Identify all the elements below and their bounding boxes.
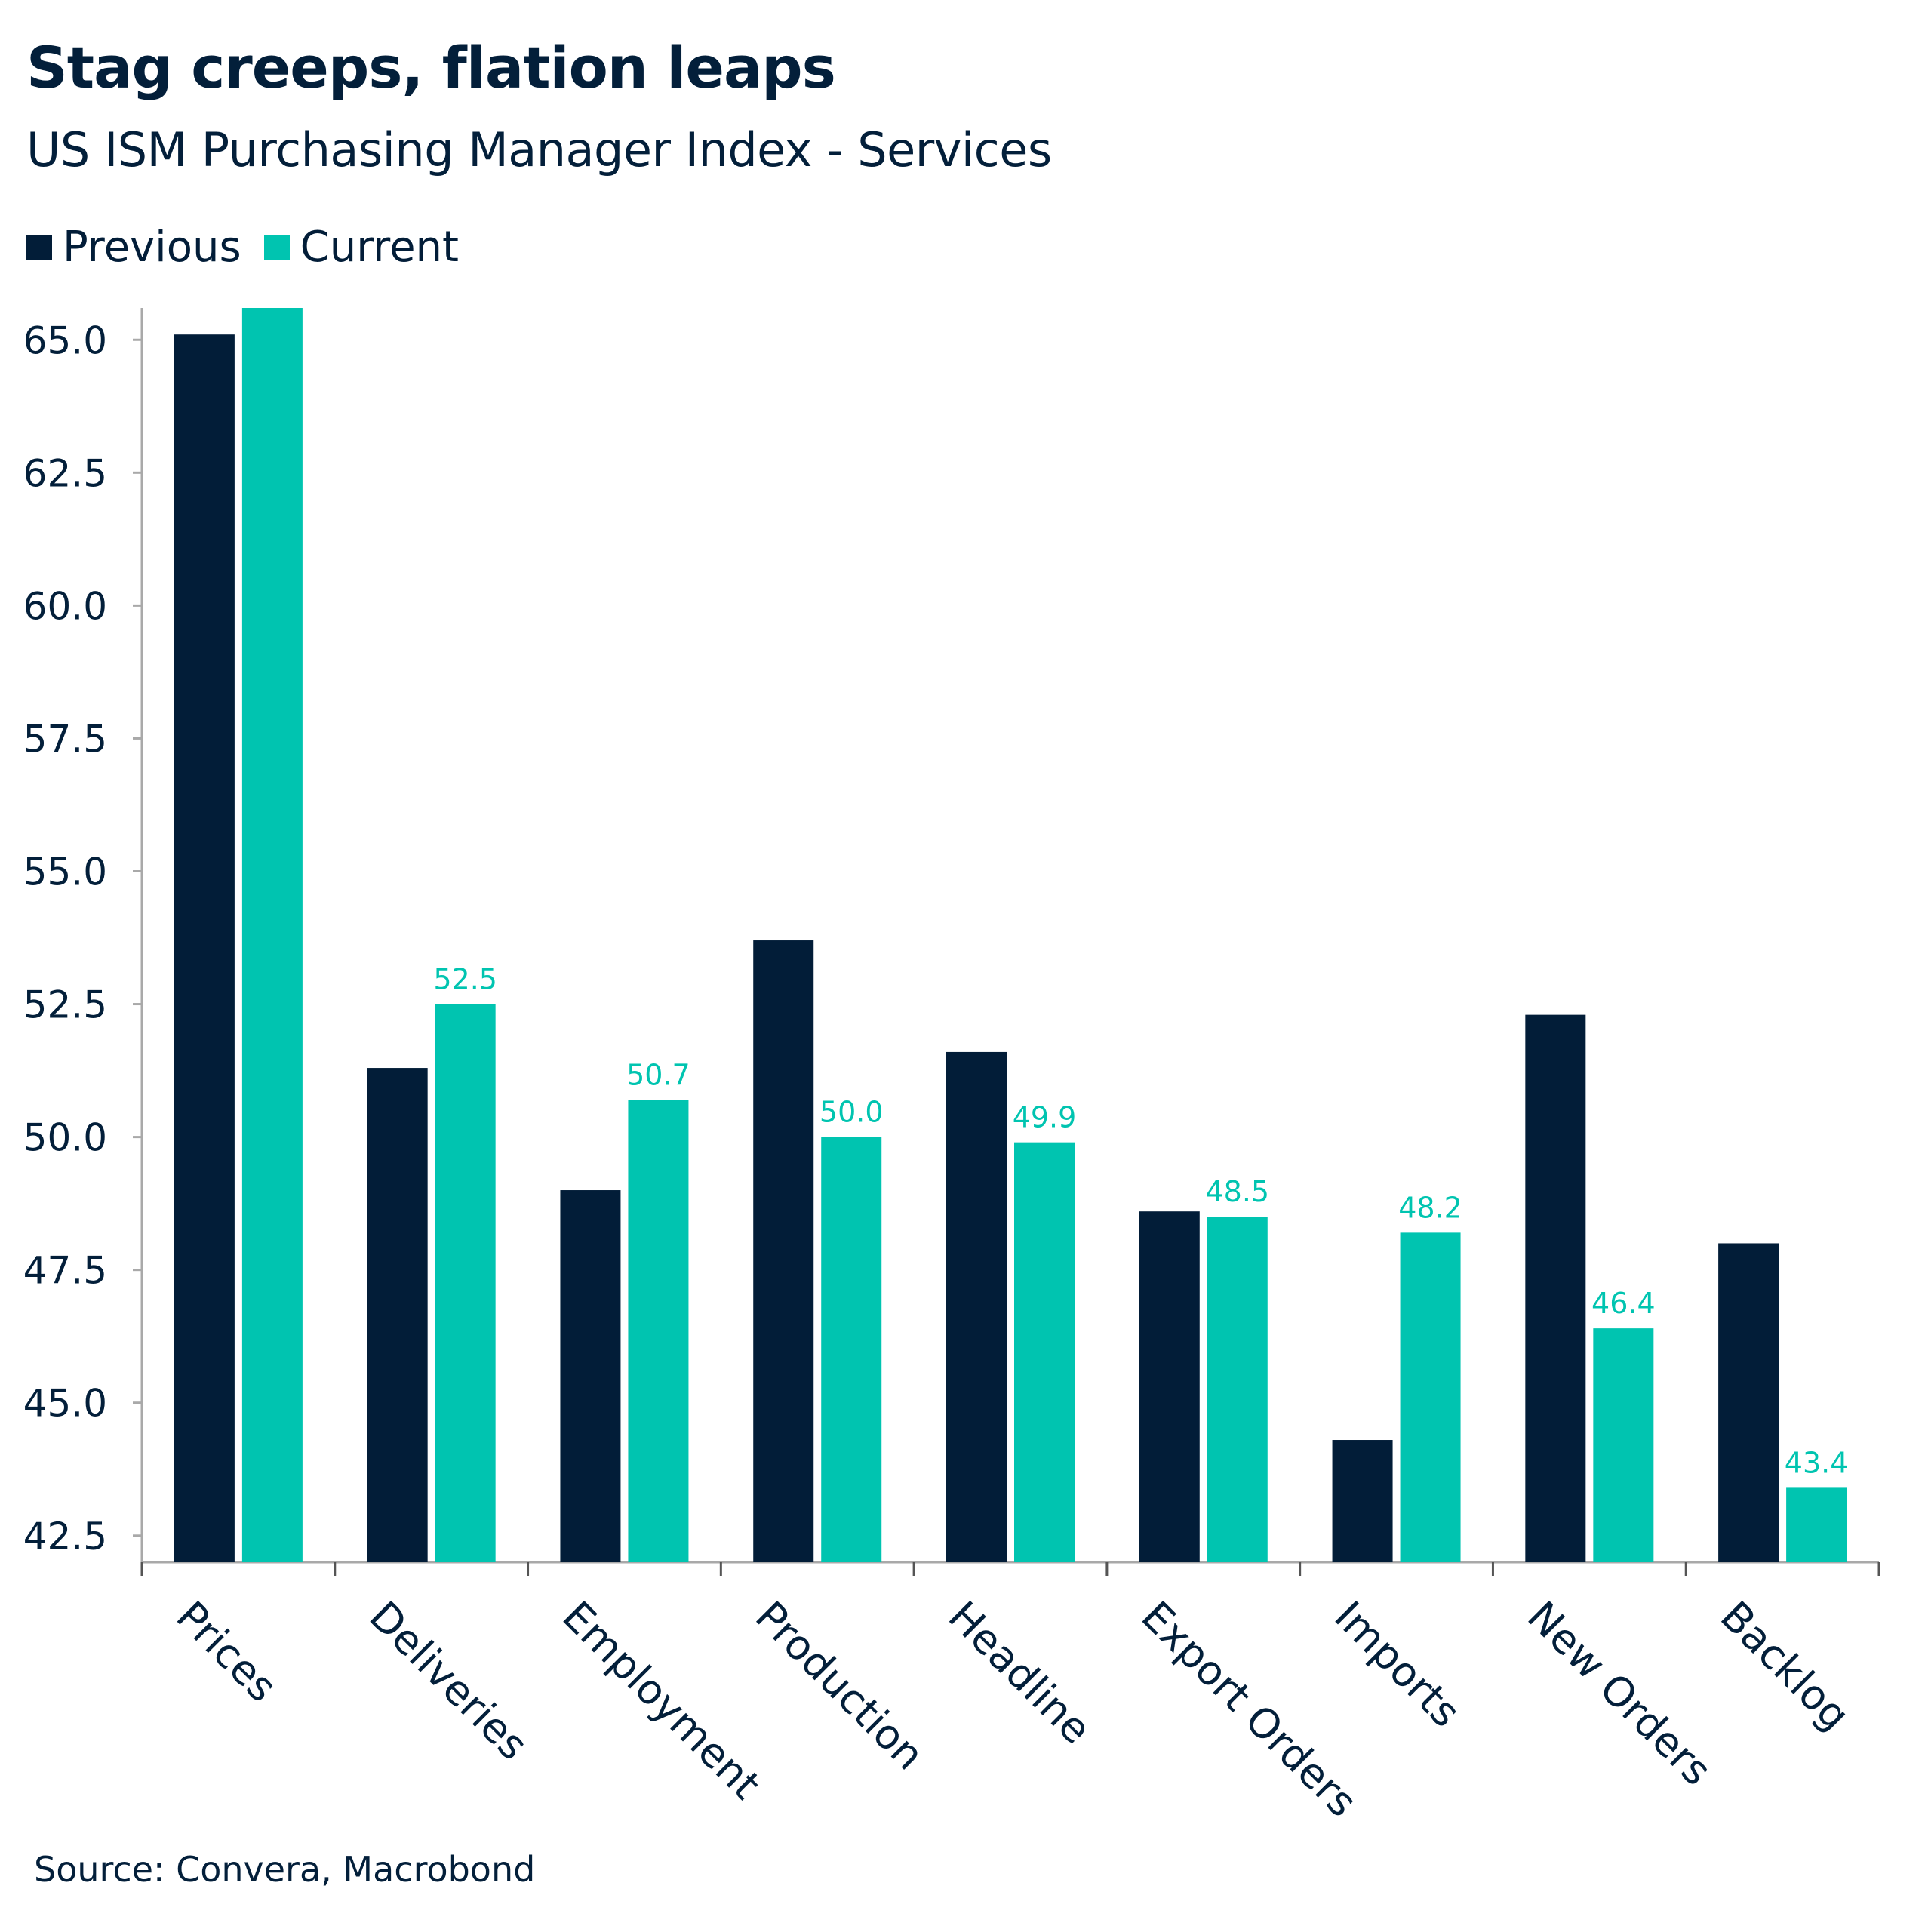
legend-swatch-previous [26, 234, 52, 260]
bar-current-prices [241, 308, 303, 1562]
bar-current-production [821, 1137, 882, 1562]
y-tick-label: 65.0 [23, 318, 107, 362]
bar-previous-new-orders [1525, 1014, 1586, 1562]
bar-current-employment [628, 1100, 689, 1562]
data-label-current: 50.0 [819, 1096, 884, 1129]
y-tick-label: 42.5 [23, 1515, 107, 1558]
data-label-current: 52.5 [433, 963, 497, 996]
x-category-label: Employment [553, 1592, 770, 1809]
data-labels: 52.5 50.7 50.0 49.9 48.5 48.2 46.4 43.4 [433, 963, 1848, 1480]
source-note: Source: Convera, Macrobond [34, 1849, 536, 1890]
y-tick-label: 52.5 [23, 983, 107, 1027]
legend-item-current: Current [263, 223, 459, 272]
legend-swatch-current [263, 234, 290, 260]
legend-label-previous: Previous [63, 223, 241, 272]
bar-previous-prices [174, 334, 235, 1562]
chart-subtitle: US ISM Purchasing Manager Index - Servic… [26, 122, 1052, 177]
y-tick-label: 47.5 [23, 1249, 107, 1293]
chart-title: Stag creeps, flation leaps [26, 34, 836, 101]
bar-current-headline [1014, 1142, 1075, 1562]
bar-previous-employment [560, 1190, 621, 1562]
x-category-label: Backlog [1711, 1592, 1859, 1740]
bar-previous-backlog [1718, 1243, 1779, 1562]
bar-current-export-orders [1207, 1217, 1268, 1562]
y-axis: 42.5 45.0 47.5 50.0 52.5 55.0 57.5 60.0 62.5 65.0 [23, 308, 143, 1562]
bar-current-new-orders [1593, 1328, 1654, 1562]
data-label-current: 48.2 [1398, 1191, 1462, 1224]
bars [174, 308, 1847, 1562]
bar-current-imports [1400, 1232, 1461, 1562]
chart-legend: Previous Current [26, 223, 481, 272]
y-tick-label: 45.0 [23, 1382, 107, 1426]
data-label-current: 48.5 [1205, 1175, 1269, 1208]
y-tick-label: 50.0 [23, 1116, 107, 1160]
legend-label-current: Current [300, 223, 459, 272]
bar-previous-deliveries [367, 1068, 428, 1562]
y-tick-label: 62.5 [23, 451, 107, 495]
y-tick-label: 60.0 [23, 584, 107, 628]
y-tick-label: 55.0 [23, 850, 107, 894]
x-category-label: Production [746, 1592, 933, 1780]
bar-previous-production [753, 940, 814, 1562]
x-category-label: Prices [168, 1592, 287, 1712]
legend-item-previous: Previous [26, 223, 241, 272]
data-label-current: 43.4 [1785, 1446, 1849, 1479]
x-category-label: Deliveries [360, 1592, 537, 1769]
x-category-label: New Orders [1518, 1592, 1720, 1795]
data-label-current: 46.4 [1591, 1287, 1656, 1320]
bar-previous-imports [1332, 1440, 1393, 1562]
x-category-label: Imports [1325, 1592, 1469, 1737]
bar-previous-headline [946, 1051, 1007, 1562]
x-category-label: Headline [939, 1592, 1100, 1753]
data-label-current: 50.7 [626, 1058, 690, 1091]
bar-previous-export-orders [1139, 1211, 1200, 1562]
data-label-current: 49.9 [1013, 1101, 1077, 1134]
bar-current-backlog [1786, 1487, 1847, 1562]
y-tick-label: 57.5 [23, 717, 107, 761]
bar-current-deliveries [435, 1004, 496, 1562]
